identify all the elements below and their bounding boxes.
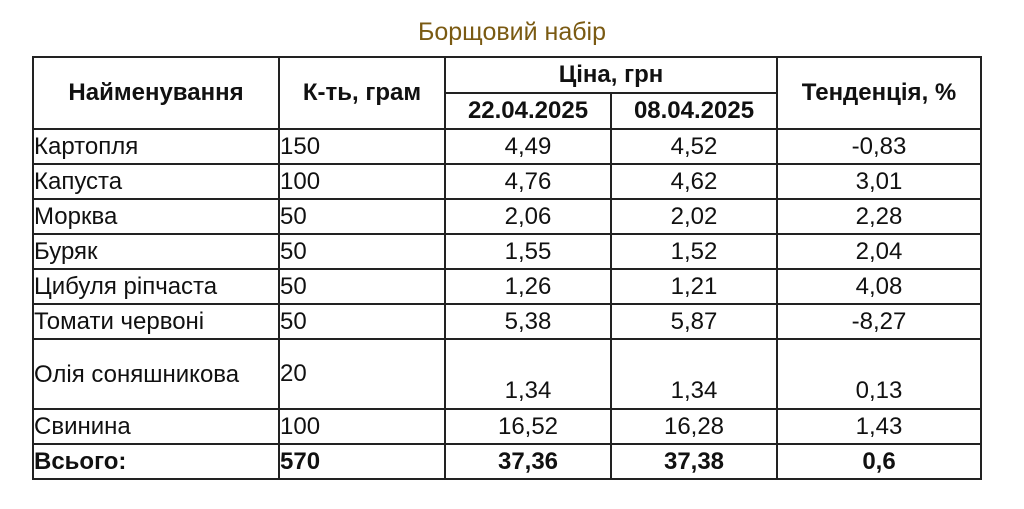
- cell-price-2: 1,21: [610, 268, 778, 305]
- cell-price-2: 1,34: [610, 338, 778, 410]
- cell-price-1: 1,55: [444, 233, 612, 270]
- cell-trend: 0,13: [776, 338, 982, 410]
- cell-price-1: 2,06: [444, 198, 612, 235]
- total-trend: 0,6: [776, 443, 982, 480]
- table-row: Капуста 100 4,76 4,62 3,01: [32, 163, 982, 200]
- total-label: Всього:: [32, 443, 280, 480]
- cell-price-2: 1,52: [610, 233, 778, 270]
- cell-qty: 50: [278, 233, 446, 270]
- cell-price-1: 4,76: [444, 163, 612, 200]
- cell-trend: 1,43: [776, 408, 982, 445]
- total-qty: 570: [278, 443, 446, 480]
- cell-name: Картопля: [32, 128, 280, 165]
- header-qty: К-ть, грам: [278, 56, 446, 130]
- cell-price-1: 16,52: [444, 408, 612, 445]
- cell-name: Цибуля ріпчаста: [32, 268, 280, 305]
- cell-price-1: 5,38: [444, 303, 612, 340]
- cell-qty: 50: [278, 268, 446, 305]
- total-price-1: 37,36: [444, 443, 612, 480]
- total-row: Всього: 570 37,36 37,38 0,6: [32, 443, 982, 480]
- cell-price-2: 4,52: [610, 128, 778, 165]
- cell-qty: 100: [278, 408, 446, 445]
- cell-price-1: 1,34: [444, 338, 612, 410]
- header-price: Ціна, грн: [444, 56, 778, 94]
- cell-name: Олія соняшникова: [32, 338, 280, 410]
- cell-name: Морква: [32, 198, 280, 235]
- table-row: Морква 50 2,06 2,02 2,28: [32, 198, 982, 235]
- cell-price-2: 16,28: [610, 408, 778, 445]
- table-row: Свинина 100 16,52 16,28 1,43: [32, 408, 982, 445]
- cell-name: Томати червоні: [32, 303, 280, 340]
- cell-price-1: 4,49: [444, 128, 612, 165]
- header-trend: Тенденція, %: [776, 56, 982, 130]
- cell-name: Буряк: [32, 233, 280, 270]
- cell-qty: 150: [278, 128, 446, 165]
- header-date-2: 08.04.2025: [610, 92, 778, 130]
- table-row: Томати червоні 50 5,38 5,87 -8,27: [32, 303, 982, 340]
- table-row: Буряк 50 1,55 1,52 2,04: [32, 233, 982, 270]
- cell-trend: 2,04: [776, 233, 982, 270]
- cell-name: Свинина: [32, 408, 280, 445]
- cell-qty: 20: [278, 338, 446, 410]
- cell-trend: -0,83: [776, 128, 982, 165]
- table-row: Картопля 150 4,49 4,52 -0,83: [32, 128, 982, 165]
- cell-trend: 3,01: [776, 163, 982, 200]
- header-date-1: 22.04.2025: [444, 92, 612, 130]
- cell-price-2: 2,02: [610, 198, 778, 235]
- cell-name: Капуста: [32, 163, 280, 200]
- cell-qty: 50: [278, 303, 446, 340]
- cell-price-2: 5,87: [610, 303, 778, 340]
- cell-trend: -8,27: [776, 303, 982, 340]
- cell-price-1: 1,26: [444, 268, 612, 305]
- table-title: Борщовий набір: [417, 18, 607, 46]
- table-row: Цибуля ріпчаста 50 1,26 1,21 4,08: [32, 268, 982, 305]
- cell-qty: 50: [278, 198, 446, 235]
- borsch-basket-table: Найменування К-ть, грам Ціна, грн Тенден…: [32, 56, 982, 480]
- cell-price-2: 4,62: [610, 163, 778, 200]
- table-row: Олія соняшникова 20 1,34 1,34 0,13: [32, 338, 982, 410]
- cell-trend: 2,28: [776, 198, 982, 235]
- cell-trend: 4,08: [776, 268, 982, 305]
- header-name: Найменування: [32, 56, 280, 130]
- cell-qty: 100: [278, 163, 446, 200]
- total-price-2: 37,38: [610, 443, 778, 480]
